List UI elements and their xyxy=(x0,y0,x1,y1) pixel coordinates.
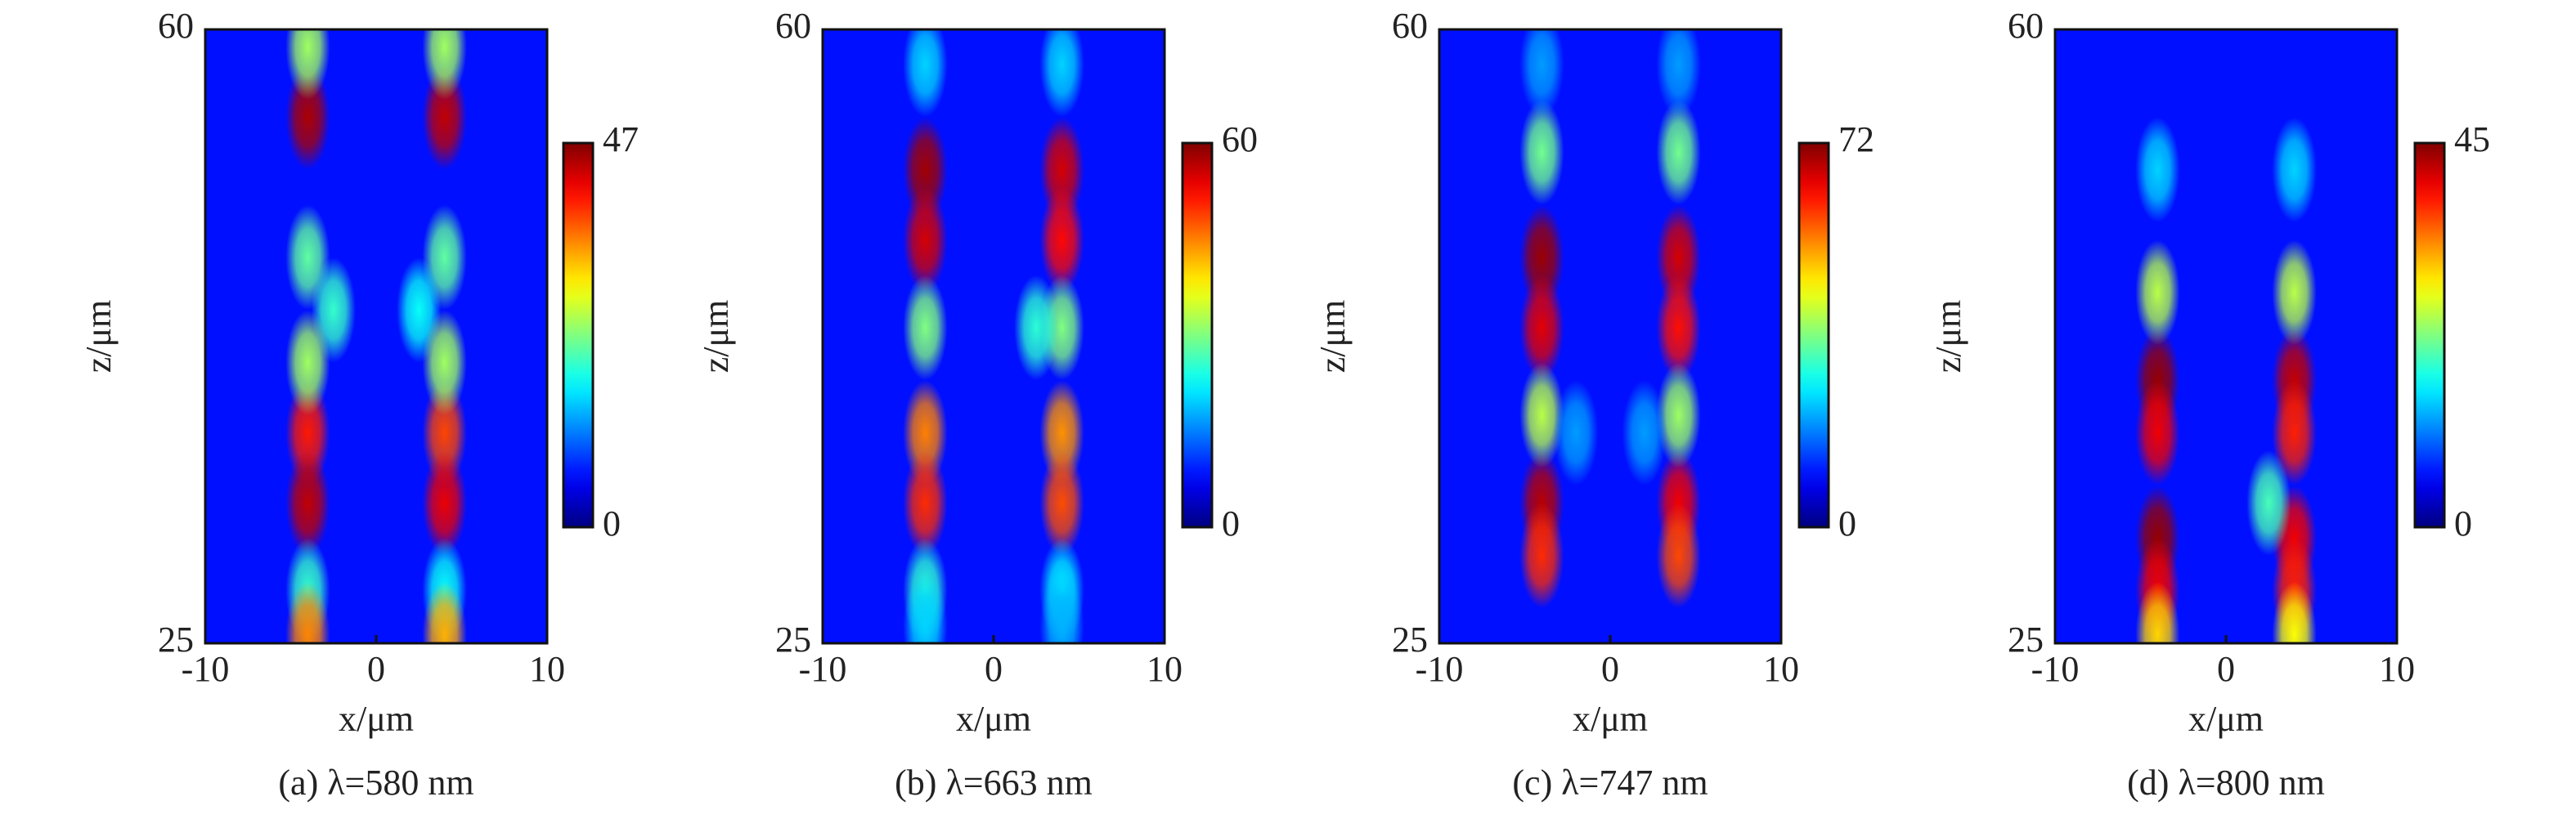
colorbar xyxy=(2413,141,2446,529)
intensity-peak xyxy=(285,29,330,100)
intensity-peak xyxy=(422,29,467,100)
x-tick-label: 10 xyxy=(1763,649,1799,689)
y-tick-label: 60 xyxy=(775,6,811,46)
panel: -10 0 10 25 60 x/μm z/μm (a) λ=580 nm 0 47 xyxy=(79,6,639,803)
intensity-peak xyxy=(422,450,467,556)
intensity-peak xyxy=(285,450,330,556)
intensity-peak xyxy=(1656,275,1701,381)
y-tick-label: 60 xyxy=(158,6,194,46)
intensity-peak xyxy=(285,581,330,643)
intensity-peak xyxy=(1039,450,1084,556)
x-tick-label: 10 xyxy=(2379,649,2415,689)
intensity-peak xyxy=(2272,380,2317,486)
intensity-peak xyxy=(1656,99,1701,205)
panel: -10 0 10 25 60 x/μm z/μm (b) λ=663 nm 0 60 xyxy=(696,6,1258,803)
intensity-peak xyxy=(2135,239,2180,346)
caption: (b) λ=663 nm xyxy=(895,763,1093,803)
x-tick-label: 10 xyxy=(529,649,565,689)
intensity-peak xyxy=(1014,275,1059,381)
colorbar xyxy=(1181,141,1214,529)
intensity-peak xyxy=(1519,275,1564,381)
intensity-peak xyxy=(1039,29,1084,118)
x-tick-label: 10 xyxy=(1147,649,1183,689)
intensity-peak xyxy=(903,450,948,556)
intensity-peak xyxy=(1519,29,1564,118)
y-tick-label: 60 xyxy=(1392,6,1428,46)
intensity-peak xyxy=(422,581,467,643)
intensity-peak xyxy=(903,29,948,118)
intensity-peak xyxy=(2246,450,2291,556)
colorbar-tick-label: 0 xyxy=(1222,503,1240,544)
plot-background xyxy=(205,29,547,643)
intensity-peak xyxy=(2135,117,2180,223)
intensity-peak xyxy=(1519,99,1564,205)
panel: -10 0 10 25 60 x/μm z/μm (c) λ=747 nm 0 72 xyxy=(1313,6,1874,803)
colorbar xyxy=(1797,141,1830,529)
intensity-peak xyxy=(903,187,948,293)
y-axis-label: z/μm xyxy=(696,300,736,374)
heatmap xyxy=(285,29,467,643)
y-tick-label: 25 xyxy=(1392,620,1428,660)
caption: (c) λ=747 nm xyxy=(1512,763,1708,803)
plot-background xyxy=(823,29,1165,643)
y-axis-label: z/μm xyxy=(1928,300,1968,374)
x-axis-label: x/μm xyxy=(339,699,414,739)
intensity-peak xyxy=(1656,29,1701,118)
heatmap xyxy=(1519,29,1701,609)
y-tick-label: 25 xyxy=(158,620,194,660)
intensity-peak xyxy=(903,573,948,643)
x-tick-label: 0 xyxy=(367,649,385,689)
x-axis-label: x/μm xyxy=(956,699,1031,739)
plot-background xyxy=(2055,29,2397,643)
x-tick-label: -10 xyxy=(799,649,847,689)
caption: (a) λ=580 nm xyxy=(278,763,473,803)
intensity-peak xyxy=(903,275,948,381)
intensity-peak xyxy=(1622,380,1667,486)
intensity-peak xyxy=(2272,117,2317,223)
plot-background xyxy=(1439,29,1781,643)
intensity-peak xyxy=(1519,362,1564,468)
x-tick-label: -10 xyxy=(1416,649,1464,689)
caption: (d) λ=800 nm xyxy=(2127,763,2325,803)
intensity-peak xyxy=(1519,503,1564,609)
intensity-peak xyxy=(285,310,330,416)
panel: -10 0 10 25 60 x/μm z/μm (d) λ=800 nm 0 45 xyxy=(1928,6,2490,803)
heatmap xyxy=(2135,117,2317,643)
intensity-peak xyxy=(2272,239,2317,346)
colorbar-tick-label: 72 xyxy=(1838,119,1874,159)
y-axis-label: z/μm xyxy=(79,300,119,374)
x-tick-label: 0 xyxy=(2217,649,2235,689)
y-tick-label: 25 xyxy=(2008,620,2044,660)
intensity-peak xyxy=(2135,581,2180,643)
y-axis-label: z/μm xyxy=(1313,300,1353,374)
intensity-peak xyxy=(1039,573,1084,643)
x-tick-label: -10 xyxy=(182,649,230,689)
intensity-peak xyxy=(1656,362,1701,468)
colorbar-tick-label: 0 xyxy=(2454,503,2472,544)
colorbar-tick-label: 0 xyxy=(1838,503,1856,544)
intensity-peak xyxy=(1554,380,1599,486)
intensity-peak xyxy=(1039,187,1084,293)
colorbar xyxy=(562,141,595,529)
colorbar-tick-label: 45 xyxy=(2454,119,2490,159)
heatmap xyxy=(903,29,1084,643)
x-axis-label: x/μm xyxy=(1573,699,1648,739)
x-tick-label: 0 xyxy=(1601,649,1619,689)
intensity-peak xyxy=(422,310,467,416)
x-tick-label: -10 xyxy=(2031,649,2080,689)
x-axis-label: x/μm xyxy=(2188,699,2264,739)
y-tick-label: 25 xyxy=(775,620,811,660)
intensity-peak xyxy=(2272,581,2317,643)
colorbar-tick-label: 0 xyxy=(603,503,621,544)
colorbar-tick-label: 47 xyxy=(603,119,639,159)
x-tick-label: 0 xyxy=(985,649,1003,689)
intensity-peak xyxy=(2135,380,2180,486)
colorbar-tick-label: 60 xyxy=(1222,119,1258,159)
intensity-peak xyxy=(1656,503,1701,609)
y-tick-label: 60 xyxy=(2008,6,2044,46)
